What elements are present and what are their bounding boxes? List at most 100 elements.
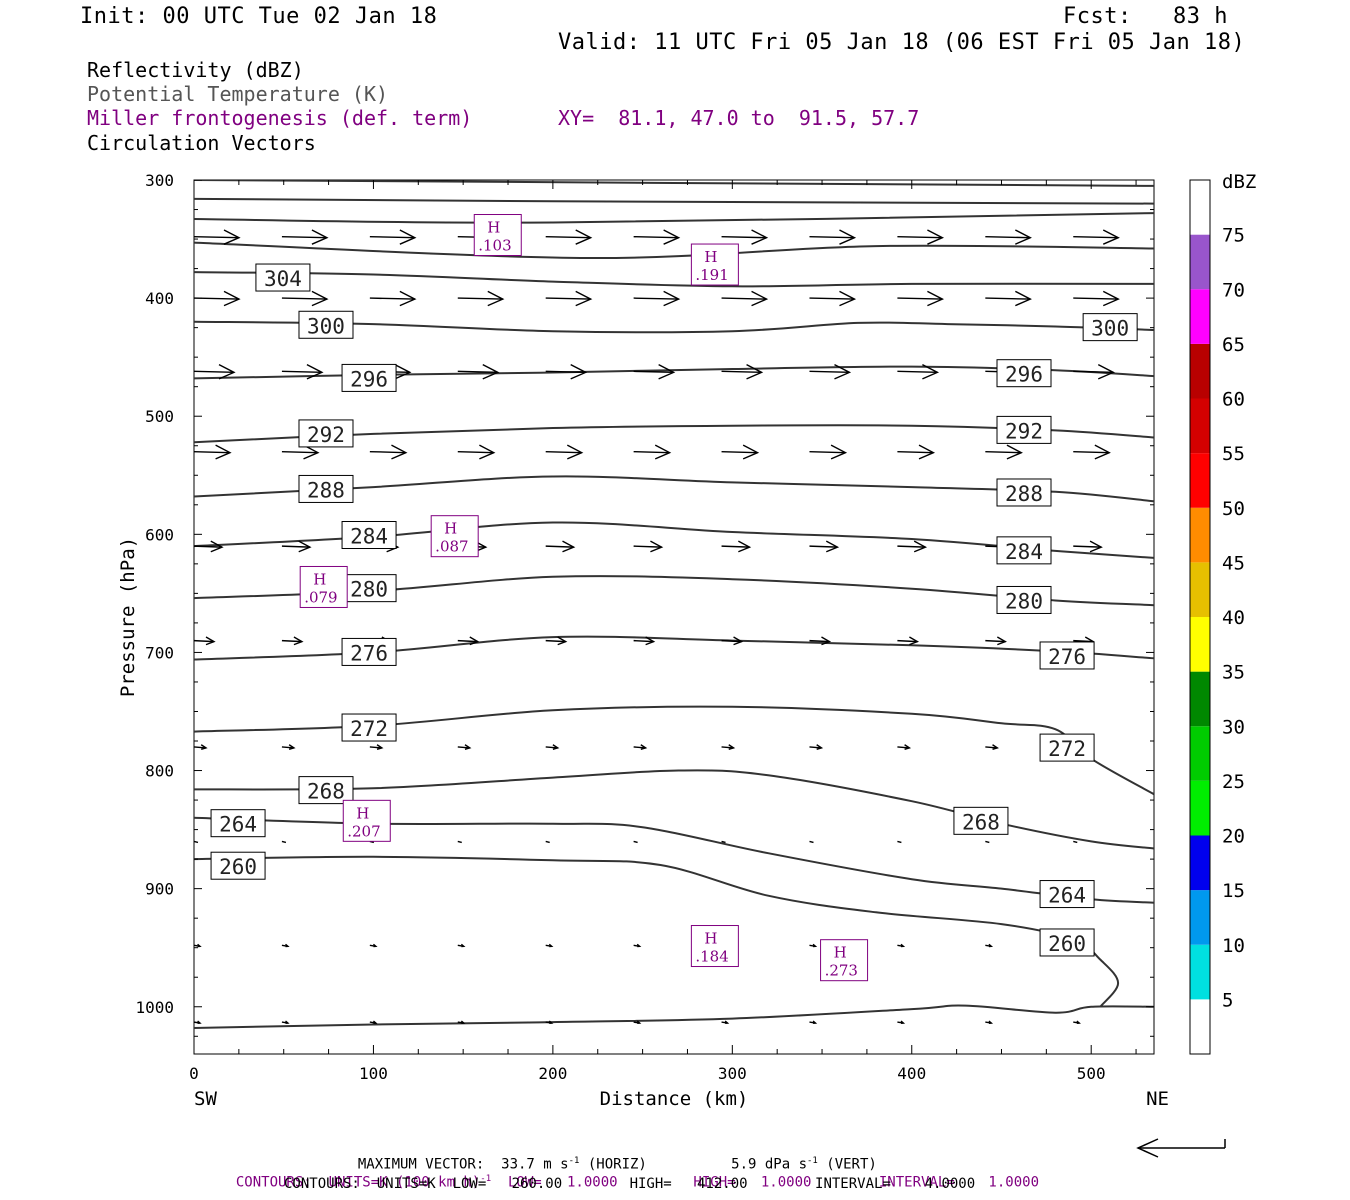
- vector-shaft: [194, 450, 231, 454]
- theta-label-7: 288: [307, 478, 345, 502]
- vector-head: [394, 363, 412, 380]
- colorbar-seg-11: [1190, 398, 1210, 454]
- vector-shaft: [721, 235, 767, 239]
- theta-contour-21: [194, 855, 1120, 1008]
- vector-head: [575, 229, 593, 245]
- vector-head: [215, 444, 232, 460]
- theta-label-8: 288: [1005, 482, 1043, 506]
- vector-8-8: [897, 943, 906, 948]
- theta-label-22: 260: [1048, 932, 1086, 956]
- vector-1-2: [369, 290, 417, 307]
- vector-head: [298, 540, 312, 553]
- vector-shaft: [281, 450, 318, 454]
- fronto-box: [299, 565, 348, 608]
- vector-head: [988, 1020, 994, 1025]
- vector-3-8: [897, 444, 936, 460]
- x-tick-label-400: 400: [897, 1064, 926, 1083]
- vector-head: [1097, 363, 1115, 380]
- vector-shaft: [194, 545, 223, 548]
- vector-2-4: [545, 363, 588, 380]
- vector-8-3: [457, 943, 466, 948]
- vector-shaft: [1073, 450, 1110, 454]
- vector-head: [825, 540, 840, 553]
- theta-label-box-5: [298, 419, 354, 448]
- vector-head: [399, 290, 417, 307]
- theta-label-box-18: [953, 806, 1009, 835]
- fronto-h: H: [487, 219, 500, 237]
- vector-9-7: [809, 1020, 818, 1025]
- theta-label-9: 284: [350, 525, 388, 549]
- vector-4-0: [194, 540, 224, 553]
- x-tick-label-100: 100: [359, 1064, 388, 1083]
- footer-contours-fronto: CONTOURS: UNITS=K (100 km h)-1 LOW= 1.00…: [219, 1158, 1039, 1191]
- vector-head: [663, 229, 681, 245]
- vector-head: [746, 363, 764, 380]
- vector-head: [285, 1020, 290, 1025]
- theta-label-14: 276: [1048, 645, 1086, 669]
- x-tick-label-200: 200: [538, 1064, 567, 1083]
- fronto-box: [690, 243, 739, 286]
- theta-label-box-0: [255, 263, 311, 292]
- vector-9-2: [369, 1020, 378, 1025]
- theta-label-box-8: [996, 478, 1052, 507]
- vector-head: [904, 744, 912, 750]
- vector-head: [223, 290, 241, 307]
- colorbar-seg-13: [1190, 289, 1210, 344]
- fronto-value: .184: [695, 948, 728, 966]
- sup-1: -1: [568, 1156, 580, 1166]
- theta-label-box-4: [996, 359, 1052, 388]
- colorbar-label-15: 15: [1222, 880, 1245, 902]
- vector-5-0: [194, 636, 216, 646]
- vector-head: [927, 290, 945, 307]
- theta-label-3: 296: [350, 367, 388, 391]
- vector-0-6: [721, 229, 769, 245]
- fronto-h: H: [313, 570, 326, 588]
- vector-6-0: [194, 744, 208, 750]
- theta-label-4: 296: [1005, 363, 1043, 387]
- vector-3-9: [985, 444, 1023, 460]
- colorbar-label-20: 20: [1222, 826, 1245, 848]
- vector-2-6: [721, 363, 764, 380]
- theta-label-box-12: [996, 585, 1052, 614]
- vector-head: [548, 1020, 554, 1025]
- vector-shaft: [457, 450, 494, 454]
- fronto-max-3: H.079: [299, 565, 348, 608]
- vector-head: [552, 744, 560, 750]
- colorbar-seg-15: [1190, 180, 1210, 235]
- max-vector-vert: (HORIZ) 5.9 dPa s: [579, 1156, 807, 1173]
- vector-shaft: [545, 450, 582, 454]
- vector-shaft: [897, 235, 943, 239]
- vector-head: [1102, 290, 1120, 307]
- vector-shaft: [633, 840, 638, 844]
- vector-1-7: [809, 290, 857, 307]
- vector-shaft: [1073, 545, 1102, 548]
- vector-head: [988, 943, 994, 948]
- vector-shaft: [633, 450, 670, 454]
- vector-shaft: [194, 746, 207, 749]
- vector-shaft: [194, 639, 215, 643]
- xy-endpoints: XY= 81.1, 47.0 to 91.5, 57.7: [558, 106, 920, 130]
- vector-shaft: [721, 639, 742, 643]
- theta-contour-upper-3: [194, 241, 1154, 260]
- vector-shaft: [1073, 840, 1078, 844]
- theta-label-10: 284: [1005, 540, 1043, 564]
- vector-head: [293, 636, 304, 646]
- vector-head: [311, 229, 329, 245]
- vector-shaft: [281, 545, 310, 548]
- vector-6-7: [809, 744, 824, 750]
- vector-shaft: [721, 545, 750, 548]
- x-tick-label-0: 0: [189, 1064, 199, 1083]
- vector-3-7: [809, 444, 848, 460]
- vector-shaft: [809, 746, 822, 749]
- vector-6-3: [457, 744, 472, 750]
- vector-8-5: [633, 943, 642, 948]
- vector-0-10: [1073, 229, 1120, 245]
- theta-label-11: 280: [350, 578, 388, 602]
- vector-5-9: [985, 636, 1007, 646]
- vector-9-4: [545, 1020, 554, 1025]
- fronto-max-5: H.184: [690, 925, 739, 968]
- theta-label-16: 272: [1048, 737, 1086, 761]
- vector-shaft: [897, 370, 938, 374]
- vector-0-2: [369, 229, 417, 245]
- vector-0-1: [281, 229, 329, 245]
